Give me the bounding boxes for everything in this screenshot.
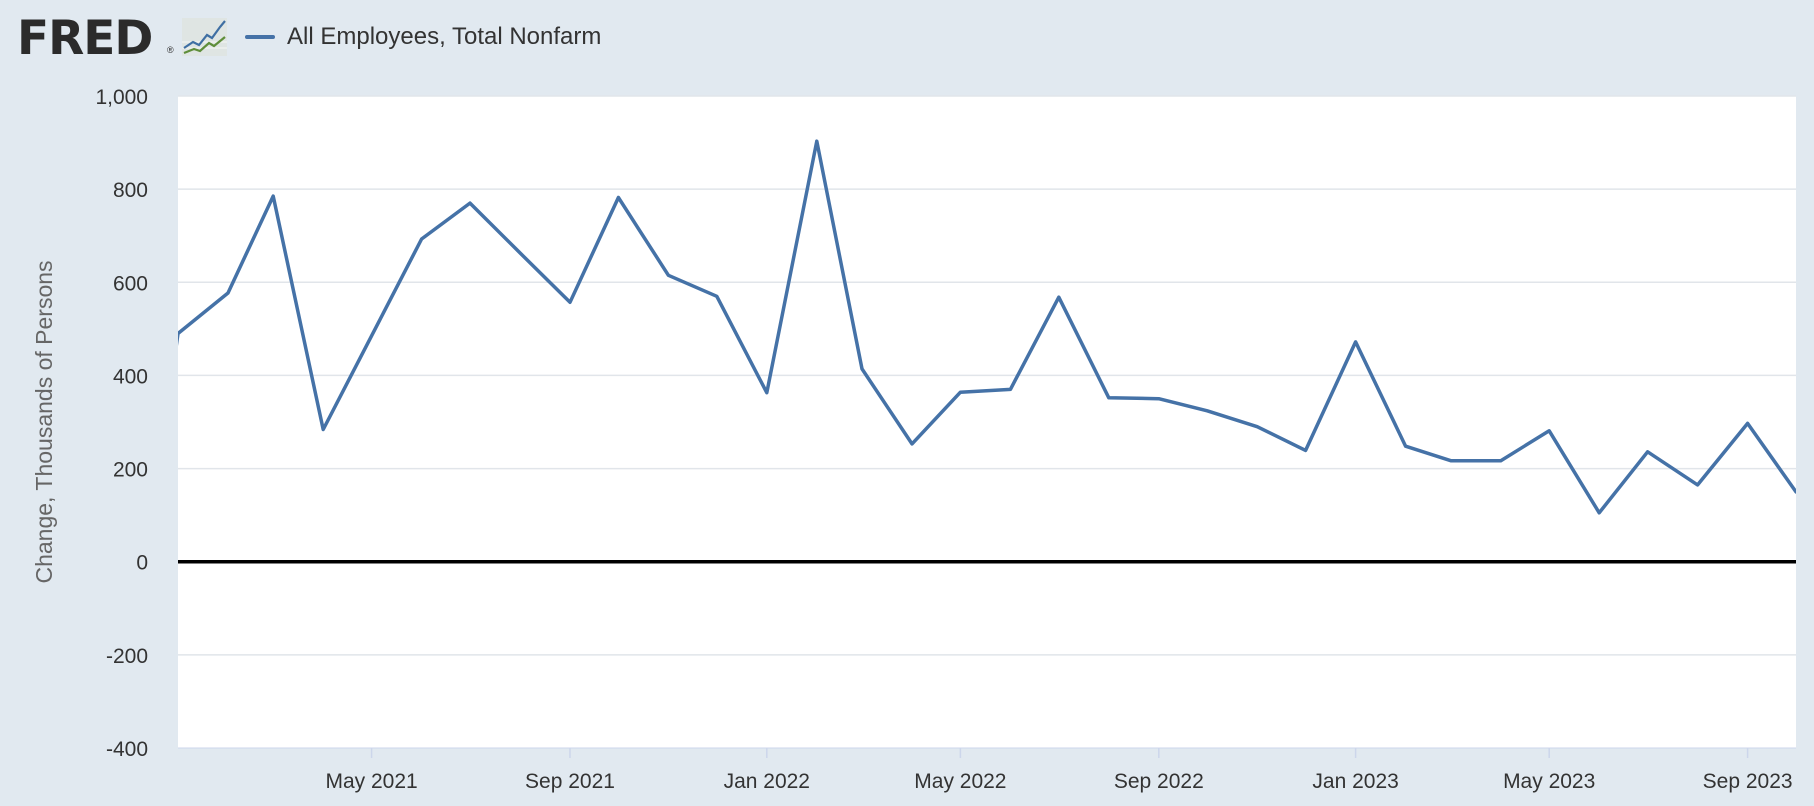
x-axis-labels: May 2021 Sep 2021 Jan 2022 May 2022 Sep 2022… [325,770,1792,793]
series-line[interactable] [128,139,1796,686]
y-tick-label: 400 [113,365,148,388]
x-tick-label: Sep 2021 [525,770,615,793]
x-tick-label: Sep 2022 [1114,770,1204,793]
y-tick-label: 0 [136,552,148,575]
x-tick-label: Jan 2023 [1312,770,1398,793]
y-tick-label: 800 [113,179,148,202]
y-tick-label: 1,000 [95,86,148,109]
x-tick-label: Jan 2022 [724,770,810,793]
y-tick-label: -200 [106,645,148,668]
legend[interactable]: All Employees, Total Nonfarm [245,20,601,54]
x-tick-label: May 2021 [325,770,417,793]
y-axis-labels: -400 -200 0 200 400 600 800 1,000 [95,86,148,761]
y-axis-title: Change, Thousands of Persons [31,260,57,583]
legend-series-label: All Employees, Total Nonfarm [287,23,602,50]
plot-area [178,96,1796,748]
header: FRED ® All Employees, Total Nonfarm [0,0,1814,80]
legend-swatch [245,35,275,39]
grid-lines [178,95,1796,656]
line-chart-icon [182,18,227,56]
fred-logo[interactable]: FRED [17,11,153,66]
y-tick-label: -400 [106,738,148,761]
x-axis-ticks [370,748,1749,758]
series-group [128,139,1796,686]
y-tick-label: 600 [113,272,148,295]
registered-mark: ® [167,45,174,55]
x-tick-label: Sep 2023 [1703,770,1793,793]
x-tick-label: May 2022 [914,770,1006,793]
x-tick-label: May 2023 [1503,770,1595,793]
y-tick-label: 200 [113,459,148,482]
